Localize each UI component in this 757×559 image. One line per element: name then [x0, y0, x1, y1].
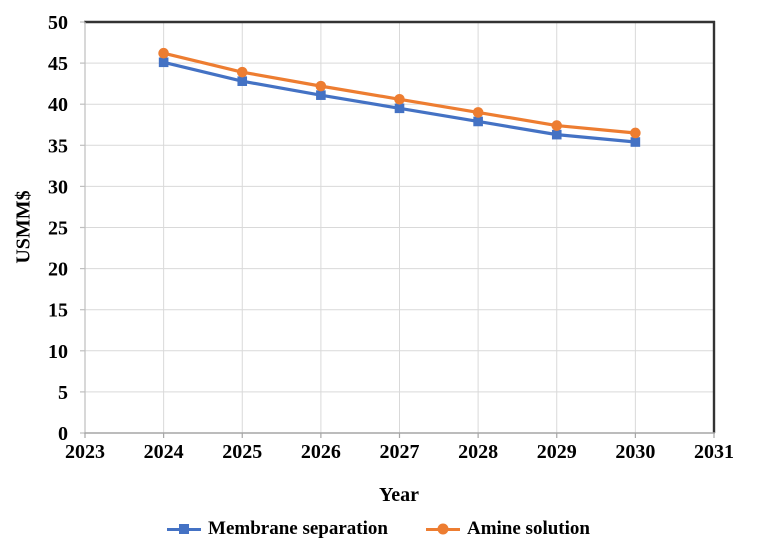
y-tick-label: 20: [48, 259, 68, 281]
x-axis-title: Year: [379, 484, 419, 506]
data-point-circle: [394, 93, 405, 105]
data-point-circle: [630, 127, 641, 139]
y-tick-label: 50: [48, 12, 68, 34]
data-point-circle: [236, 66, 248, 78]
legend-label: Membrane separation: [208, 518, 388, 539]
data-point-circle: [158, 47, 169, 59]
y-axis-title: USMM$: [12, 190, 35, 264]
x-tick-label: 2031: [694, 441, 734, 463]
x-tick-label: 2029: [537, 441, 577, 463]
y-tick-label: 5: [58, 382, 68, 404]
data-point-square: [394, 103, 405, 114]
x-tick-label: 2028: [458, 441, 498, 463]
data-point-square: [551, 129, 562, 140]
x-tick-label: 2030: [615, 441, 655, 463]
data-point-circle: [472, 107, 484, 118]
membrane-series-marker-icon: [167, 524, 202, 534]
y-tick-label: 0: [58, 423, 68, 445]
legend-item-membrane-separation: Membrane separation: [167, 518, 388, 540]
x-tick-label: 2026: [301, 441, 341, 463]
data-point-square: [237, 76, 248, 86]
y-tick-label: 10: [48, 341, 68, 363]
data-point-circle: [551, 120, 563, 131]
data-point-square: [158, 57, 169, 68]
data-point-square: [473, 116, 483, 127]
x-tick-label: 2027: [380, 441, 420, 463]
legend-label: Amine solution: [466, 518, 590, 539]
y-tick-label: 35: [48, 135, 68, 157]
amine-series-marker-icon: [425, 523, 460, 535]
y-tick-label: 30: [48, 176, 68, 198]
data-point-circle: [315, 80, 327, 92]
legend-item-amine-solution: Amine solution: [425, 518, 590, 540]
x-tick-label: 2025: [222, 441, 262, 463]
legend: Membrane separation Amine solution: [0, 518, 757, 540]
data-point-square: [630, 137, 641, 147]
x-tick-label: 2023: [65, 441, 105, 463]
data-point-square: [316, 90, 326, 100]
y-tick-label: 15: [48, 300, 68, 322]
x-tick-label: 2024: [144, 441, 184, 463]
y-tick-label: 25: [48, 218, 68, 240]
y-tick-label: 45: [48, 53, 68, 75]
y-tick-label: 40: [48, 94, 68, 116]
